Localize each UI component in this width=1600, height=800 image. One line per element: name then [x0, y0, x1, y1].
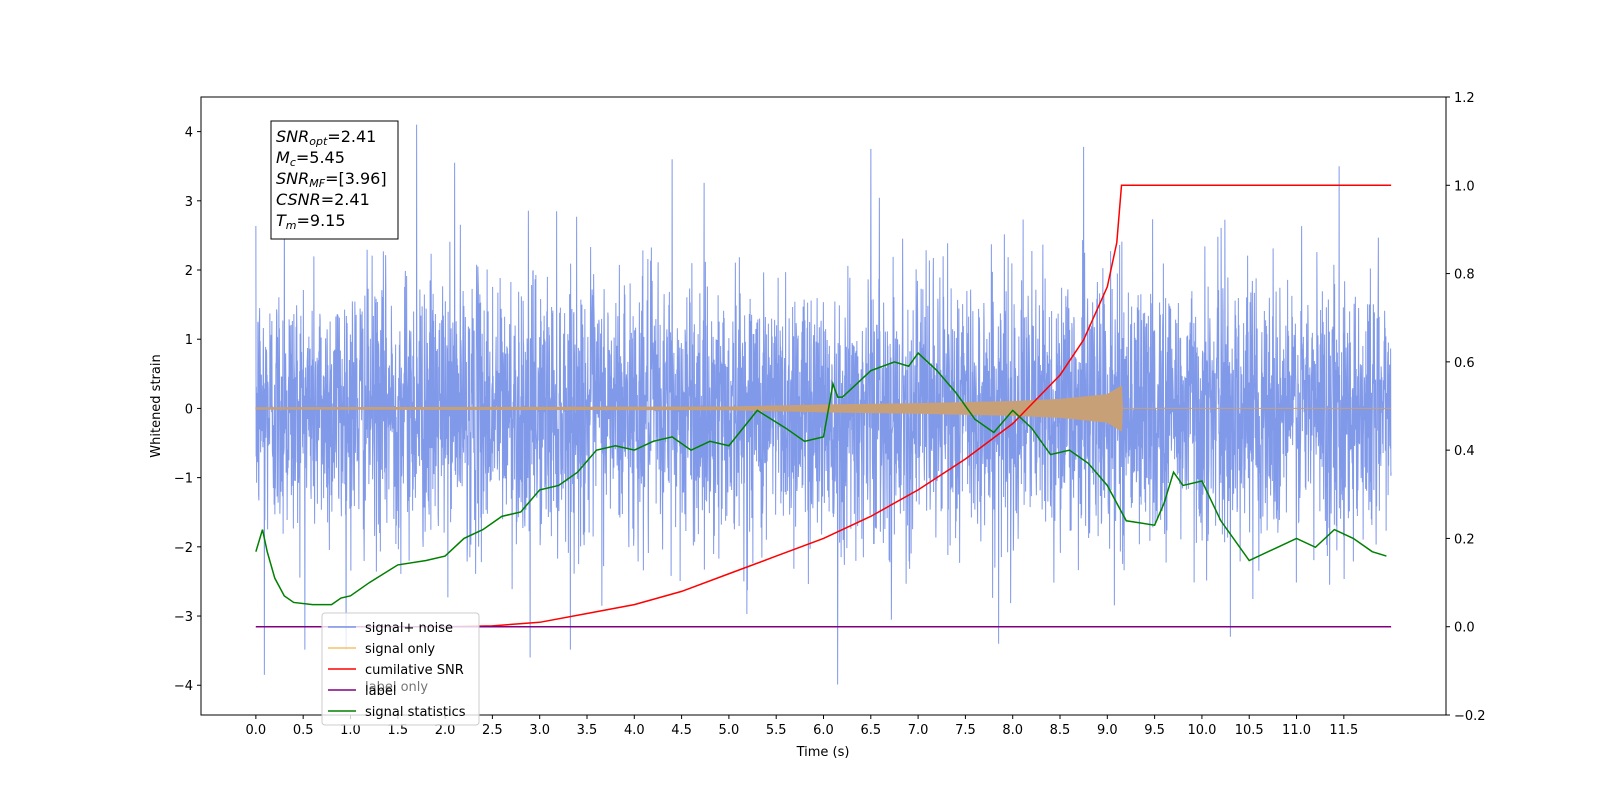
y2-tick-label: 0.2 [1454, 532, 1475, 547]
x-tick-label: 11.0 [1282, 723, 1311, 738]
x-tick-label: 1.5 [387, 723, 408, 738]
legend-label: signal+ noise [365, 621, 453, 636]
legend-frame [321, 612, 480, 726]
y2-tick-label: 1.0 [1454, 179, 1475, 194]
info-box-row: Tm=9.15 [276, 211, 346, 232]
y-tick-label: −2 [174, 541, 193, 556]
info-box-row: SNRMF=[3.96] [276, 169, 387, 190]
x-tick-label: 0.0 [246, 723, 267, 738]
y-tick-label: 1 [185, 333, 193, 348]
info-box-row: CSNR=2.41 [276, 190, 370, 209]
x-tick-label: 9.5 [1144, 723, 1165, 738]
y-axis-label: Whitened strain [149, 354, 164, 457]
x-tick-label: 1.0 [340, 723, 361, 738]
legend-occluded-text: label only [365, 680, 428, 695]
series-line-signal-only [255, 385, 1392, 432]
y2-tick-label: 0.6 [1454, 356, 1475, 371]
legend-label: signal only [365, 642, 435, 657]
x-tick-label: 8.0 [1002, 723, 1023, 738]
y-tick-label: 3 [185, 195, 193, 210]
x-tick-label: 4.0 [624, 723, 645, 738]
y2-tick-label: 0.0 [1454, 621, 1475, 636]
x-tick-label: 10.5 [1235, 723, 1264, 738]
y2-tick-label: −0.2 [1454, 709, 1486, 724]
x-tick-label: 6.0 [813, 723, 834, 738]
x-tick-label: 5.5 [766, 723, 787, 738]
legend-label: label [365, 684, 396, 699]
y2-tick-label: 0.4 [1454, 444, 1475, 459]
x-tick-label: 3.0 [529, 723, 550, 738]
series-line-cumilative-snr [255, 184, 1392, 628]
info-box-row: Mc=5.45 [276, 148, 345, 169]
series-line-signal-statistics [255, 351, 1387, 606]
legend-label: cumilative SNR [365, 663, 464, 678]
series-line-signal-noise [255, 124, 1392, 685]
x-tick-label: 3.5 [577, 723, 598, 738]
x-tick-label: 7.5 [955, 723, 976, 738]
x-tick-label: 2.0 [435, 723, 456, 738]
x-tick-label: 9.0 [1097, 723, 1118, 738]
y2-tick-label: 1.2 [1454, 91, 1475, 106]
x-tick-label: 8.5 [1050, 723, 1071, 738]
x-axis-label: Time (s) [796, 745, 850, 760]
y-tick-label: −1 [174, 472, 193, 487]
x-tick-label: 6.5 [860, 723, 881, 738]
x-tick-label: 10.0 [1187, 723, 1216, 738]
y-tick-label: −4 [174, 679, 193, 694]
info-box-row: SNRopt=2.41 [276, 127, 376, 148]
info-box-frame [270, 120, 399, 240]
x-tick-label: 2.5 [482, 723, 503, 738]
y-axis-left: 4 3 2 1 0 −1 −2 −3 −4 [174, 126, 201, 694]
y-tick-label: −3 [174, 610, 193, 625]
y-axis-right: 1.2 1.0 0.8 0.6 0.4 0.2 0.0 −0.2 [1446, 91, 1486, 724]
x-tick-label: 5.0 [719, 723, 740, 738]
legend-label: signal statistics [365, 705, 466, 720]
x-tick-label: 7.0 [908, 723, 929, 738]
x-tick-label: 11.5 [1329, 723, 1358, 738]
legend: label only signal+ noise signal only cumila… [321, 612, 480, 726]
y-tick-label: 2 [185, 264, 193, 279]
plot-area [255, 124, 1392, 685]
x-tick-label: 4.5 [671, 723, 692, 738]
x-axis: 0.0 0.5 1.0 1.5 2.0 2.5 3.0 3.5 4.0 4.5 5.0 5.5 6.0 6… [246, 715, 1358, 738]
y-tick-label: 0 [185, 402, 193, 417]
y2-tick-label: 0.8 [1454, 268, 1475, 283]
y-tick-label: 4 [185, 126, 193, 141]
x-tick-label: 0.5 [293, 723, 314, 738]
